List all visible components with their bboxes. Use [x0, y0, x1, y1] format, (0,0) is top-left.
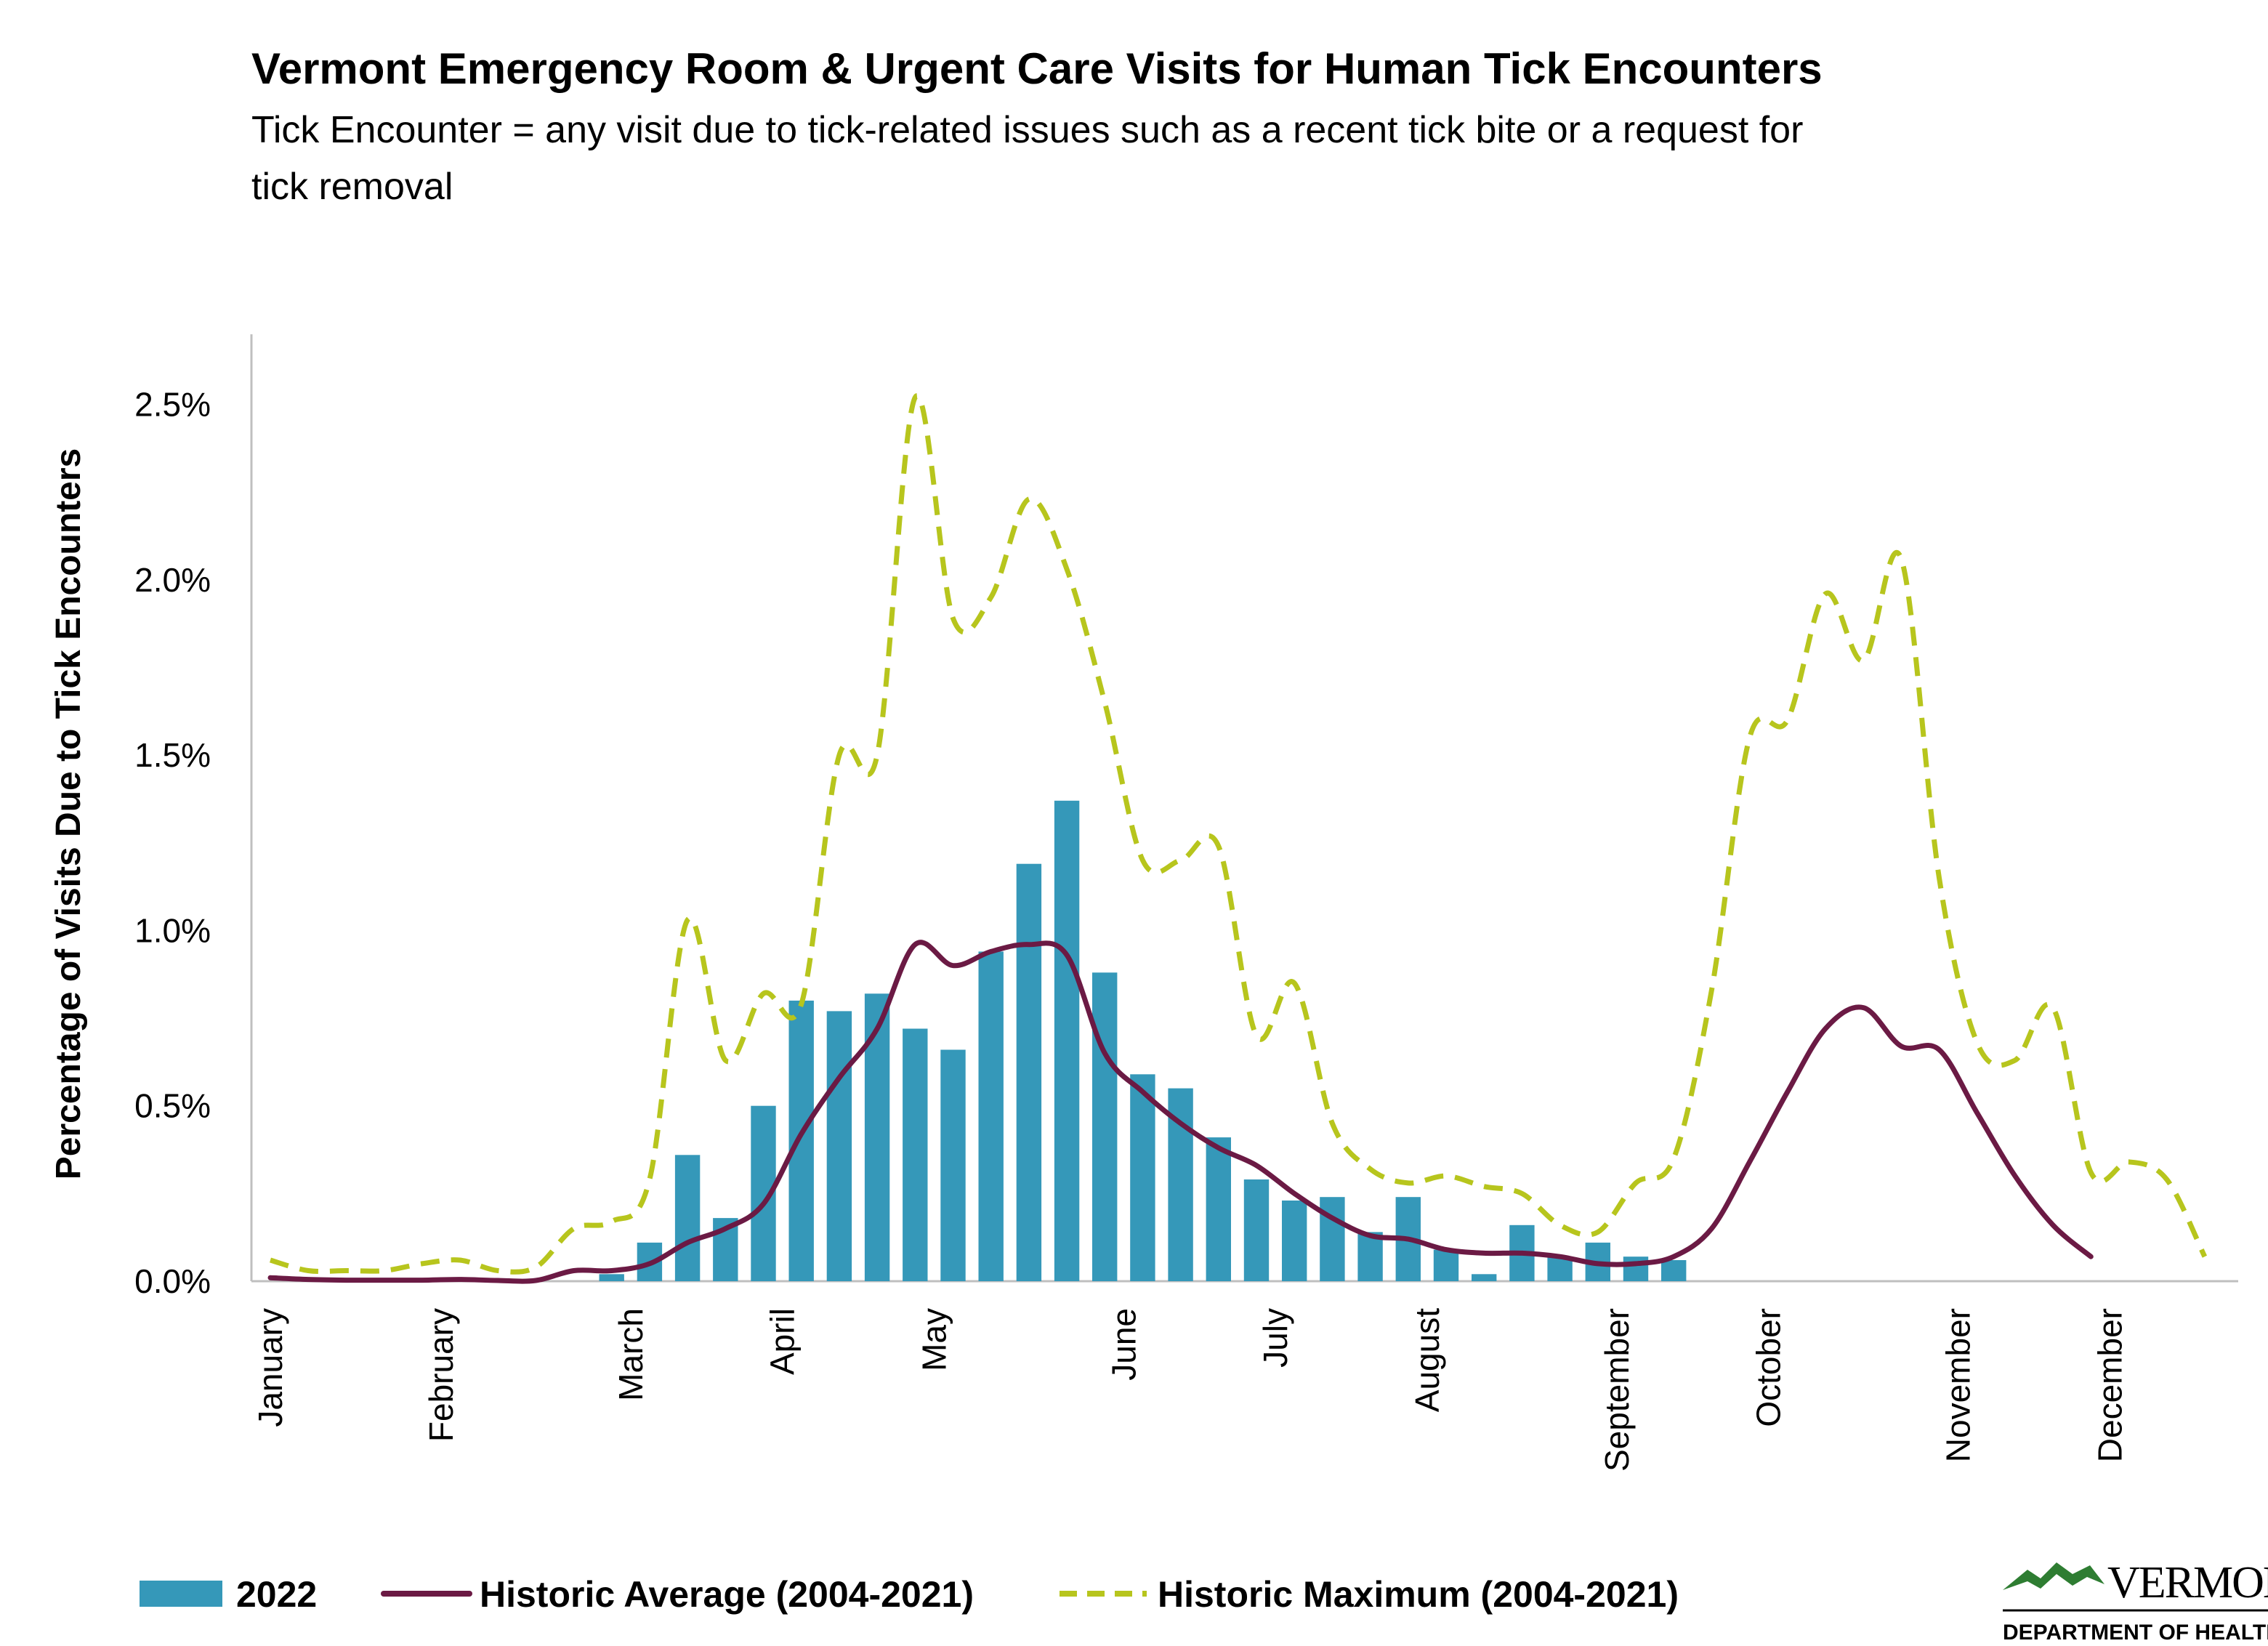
- x-tick-label-february: February: [422, 1308, 460, 1442]
- bar-2022-week-32: [1433, 1249, 1459, 1281]
- bar-2022-week-37: [1623, 1256, 1649, 1281]
- bar-2022-week-18: [903, 1028, 928, 1281]
- bar-2022-week-30: [1357, 1232, 1383, 1281]
- bar-2022-week-35: [1547, 1256, 1573, 1281]
- chart-title: Vermont Emergency Room & Urgent Care Vis…: [251, 44, 1823, 93]
- bar-2022-week-17: [864, 993, 890, 1281]
- y-tick-label-2-0: 2.0%: [134, 561, 211, 599]
- logo-wordmark: VERMONT: [2107, 1558, 2268, 1607]
- x-tick-label-april: April: [764, 1308, 802, 1375]
- x-tick-labels: January February March April May June July Augu…: [251, 1308, 2128, 1472]
- bar-2022-week-33: [1472, 1274, 1497, 1281]
- bar-2022-week-23: [1092, 972, 1118, 1281]
- legend-label-historic-maximum: Historic Maximum (2004-2021): [1158, 1574, 1679, 1615]
- bar-2022-week-12: [674, 1155, 701, 1281]
- x-tick-label-october: October: [1750, 1308, 1788, 1427]
- bar-2022-week-28: [1282, 1201, 1307, 1281]
- y-tick-labels: 0.0% 0.5% 1.0% 1.5% 2.0% 2.5%: [134, 386, 211, 1300]
- y-tick-label-1-0: 1.0%: [134, 911, 211, 949]
- x-tick-label-november: November: [1940, 1308, 1977, 1462]
- y-tick-label-1-5: 1.5%: [134, 736, 211, 774]
- bar-2022-week-29: [1320, 1197, 1345, 1281]
- x-tick-label-march: March: [612, 1308, 650, 1401]
- legend-swatch-2022: [140, 1581, 222, 1607]
- legend: 2022 Historic Average (2004-2021) Histor…: [140, 1574, 1679, 1615]
- bar-2022-week-10: [599, 1274, 624, 1281]
- bar-2022-week-19: [940, 1049, 966, 1281]
- x-tick-label-august: August: [1408, 1308, 1446, 1412]
- vermont-health-logo: VERMONT DEPARTMENT OF HEALTH: [2003, 1558, 2268, 1645]
- y-axis-label: Percentage of Visits Due to Tick Encount…: [49, 448, 88, 1180]
- chart-subtitle-line-2: tick removal: [251, 166, 453, 208]
- x-tick-label-may: May: [915, 1308, 953, 1371]
- bar-2022-week-26: [1206, 1137, 1231, 1281]
- bar-2022-week-21: [1016, 863, 1042, 1281]
- green-mountains-icon: [2003, 1562, 2104, 1590]
- x-tick-label-january: January: [251, 1308, 289, 1427]
- bar-2022-week-20: [978, 951, 1004, 1281]
- bar-2022-week-22: [1054, 800, 1080, 1281]
- x-tick-label-december: December: [2091, 1308, 2128, 1462]
- legend-label-historic-average: Historic Average (2004-2021): [480, 1574, 974, 1615]
- legend-label-2022: 2022: [236, 1574, 317, 1615]
- historic-average-line: [267, 940, 2094, 1284]
- logo-subtitle: DEPARTMENT OF HEALTH: [2003, 1621, 2268, 1645]
- x-tick-label-july: July: [1256, 1308, 1294, 1368]
- bar-2022-week-24: [1130, 1074, 1155, 1281]
- x-tick-label-september: September: [1598, 1308, 1636, 1472]
- bar-2022-week-38: [1661, 1260, 1687, 1281]
- x-tick-label-june: June: [1105, 1308, 1142, 1381]
- y-tick-label-0-5: 0.5%: [134, 1087, 211, 1125]
- bar-2022-week-16: [826, 1011, 852, 1281]
- y-tick-label-2-5: 2.5%: [134, 386, 211, 424]
- bar-2022-week-15: [788, 1000, 814, 1281]
- chart-subtitle-line-1: Tick Encounter = any visit due to tick-r…: [251, 109, 1803, 151]
- y-tick-label-0-0: 0.0%: [134, 1262, 211, 1300]
- bar-2022-week-27: [1243, 1179, 1270, 1281]
- historic-maximum-line: [269, 393, 2208, 1275]
